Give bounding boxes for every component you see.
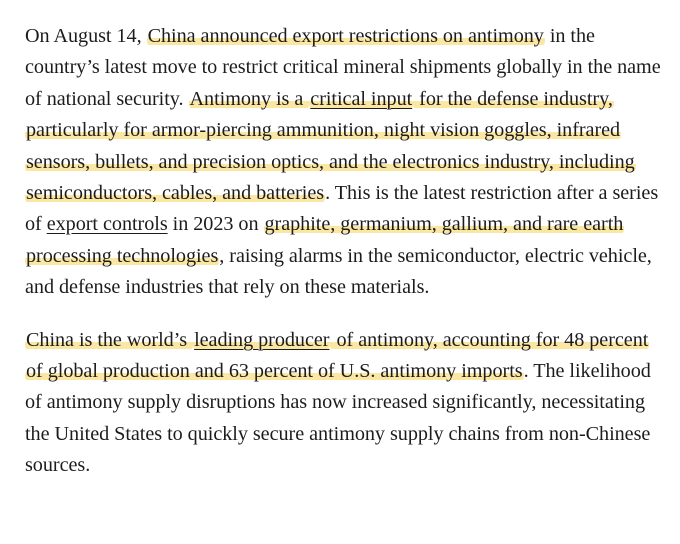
article-body: On August 14, China announced export res… — [25, 21, 665, 482]
paragraph-2: China is the world’s leading producer of… — [25, 325, 665, 482]
text-segment: in the country’s latest move to restrict… — [25, 25, 661, 110]
text-segment: , raising alarms in the semiconductor, e… — [25, 244, 652, 299]
text-segment: . This is the latest restriction after a… — [25, 182, 659, 236]
highlighted-text: China is the world’s — [25, 328, 194, 351]
highlighted-text: China announced export restrictions on a… — [146, 25, 545, 47]
leading-producer-link[interactable]: leading producer — [193, 328, 331, 351]
paragraph-1: On August 14, China announced export res… — [25, 21, 665, 304]
text-segment: . The likelihood of antimony supply disr… — [25, 360, 651, 477]
critical-input-link[interactable]: critical input — [309, 87, 414, 110]
export-controls-link[interactable]: export controls — [46, 213, 168, 236]
text-segment: in 2023 on — [167, 213, 264, 236]
highlighted-text: Antimony is a — [188, 87, 310, 110]
text-segment: On August 14, — [25, 25, 147, 47]
